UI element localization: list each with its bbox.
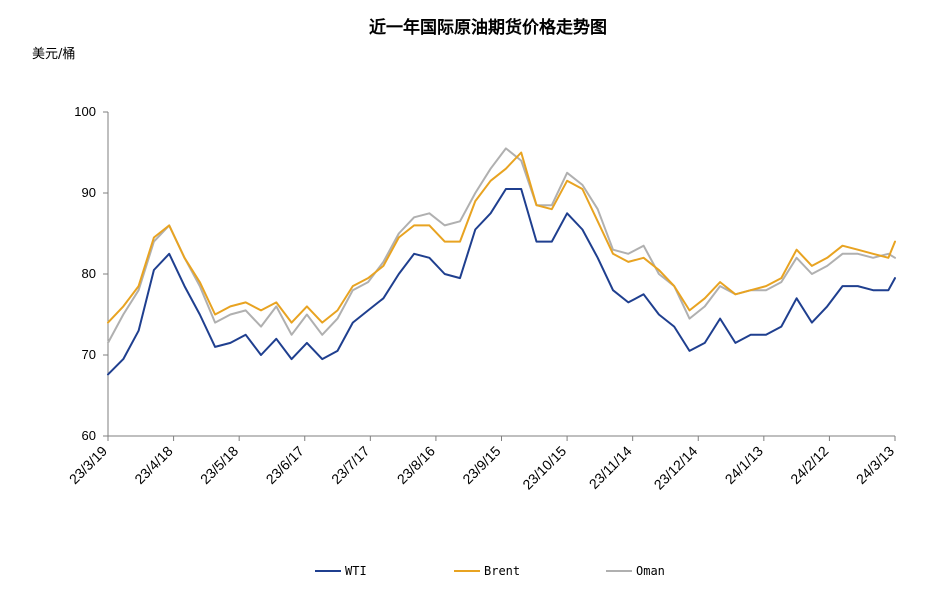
x-tick-label: 24/2/12 — [787, 443, 831, 487]
x-tick-label: 23/6/17 — [263, 443, 307, 487]
y-tick-label: 70 — [82, 347, 96, 362]
x-tick-label: 23/12/14 — [651, 443, 701, 493]
y-tick-label: 80 — [82, 266, 96, 281]
plot-area: 60 70 80 90 100 23/3/19 23/4/18 23/5/18 23/6/17… — [66, 104, 897, 493]
series-line-brent — [107, 151, 896, 324]
x-tick-label: 23/3/19 — [66, 443, 110, 487]
y-tick-label: 100 — [74, 104, 96, 119]
x-tick-label: 23/8/16 — [394, 443, 438, 487]
series-line-oman — [107, 147, 896, 344]
x-tick-label: 23/5/18 — [197, 443, 241, 487]
x-tick-label: 24/1/13 — [722, 443, 766, 487]
x-tick-label: 23/11/14 — [586, 443, 635, 492]
series-layer — [107, 147, 896, 376]
legend: WTI Brent Oman — [315, 564, 665, 578]
y-tick-label: 90 — [82, 185, 96, 200]
x-tick-label: 23/9/15 — [459, 443, 503, 487]
chart-title: 近一年国际原油期货价格走势图 — [369, 17, 607, 38]
y-axis-unit-label: 美元/桶 — [32, 47, 75, 62]
x-tick-label: 23/10/15 — [519, 443, 569, 493]
y-ticks: 60 70 80 90 100 — [74, 104, 108, 443]
y-tick-label: 60 — [82, 428, 96, 443]
x-ticks: 23/3/19 23/4/18 23/5/18 23/6/17 23/7/17 23/8/… — [66, 436, 897, 493]
legend-label-wti: WTI — [345, 564, 367, 578]
series-line-wti — [107, 188, 896, 376]
x-tick-label: 23/7/17 — [328, 443, 372, 487]
legend-label-oman: Oman — [636, 564, 665, 578]
x-tick-label: 24/3/13 — [853, 443, 897, 487]
legend-label-brent: Brent — [484, 564, 520, 578]
x-tick-label: 23/4/18 — [131, 443, 175, 487]
